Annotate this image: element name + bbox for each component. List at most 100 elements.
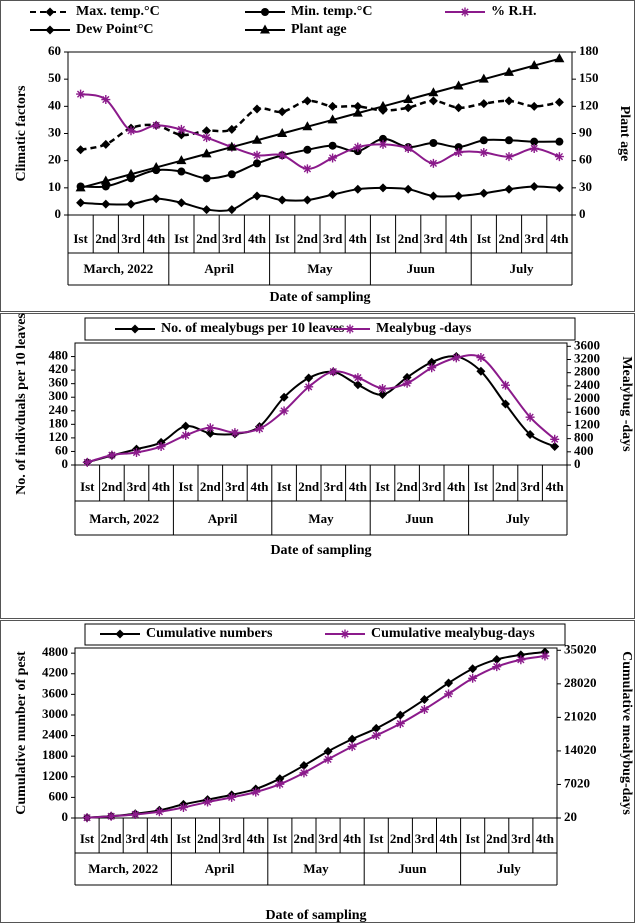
- marker: [227, 205, 237, 215]
- y-tick-label: 240: [49, 402, 69, 417]
- marker: [345, 324, 355, 334]
- y2-tick-label: 800: [574, 430, 594, 445]
- x-tick-label: 4th: [250, 479, 269, 494]
- marker: [279, 406, 289, 416]
- marker: [554, 183, 564, 193]
- marker: [550, 434, 560, 444]
- x-tick-label: Ist: [474, 479, 489, 494]
- marker: [555, 137, 564, 146]
- marker: [529, 60, 540, 70]
- x-tick-label: 4th: [147, 231, 166, 246]
- marker: [371, 730, 381, 740]
- x-tick-label: 4th: [440, 831, 459, 846]
- marker: [454, 143, 463, 152]
- marker: [479, 136, 488, 145]
- marker: [277, 128, 288, 137]
- legend-label: Plant age: [291, 22, 347, 37]
- y-tick-label: 0: [55, 206, 62, 221]
- x-tick-label: Ist: [465, 831, 480, 846]
- x-tick-label: 3rd: [225, 479, 245, 494]
- marker: [101, 139, 111, 149]
- marker: [454, 191, 464, 201]
- legend-label: % R.H.: [491, 4, 537, 19]
- x-tick-label: 3rd: [524, 231, 544, 246]
- panel-border: [0, 313, 635, 619]
- marker: [299, 760, 309, 770]
- marker: [353, 142, 363, 152]
- x-tick-label: Ist: [477, 231, 492, 246]
- x-tick-label: 4th: [349, 479, 368, 494]
- marker: [302, 96, 312, 106]
- y-tick-label: 30: [48, 124, 61, 139]
- x-tick-label: 2nd: [495, 479, 517, 494]
- marker: [530, 137, 539, 146]
- y2-tick-label: 28020: [564, 675, 597, 690]
- marker: [202, 174, 211, 183]
- marker: [516, 655, 526, 665]
- marker: [427, 363, 437, 373]
- marker: [525, 412, 535, 422]
- marker: [323, 754, 333, 764]
- x-group-label: April: [204, 261, 234, 276]
- x-tick-label: 3rd: [126, 831, 146, 846]
- marker: [75, 182, 86, 192]
- x-tick-label: 4th: [546, 479, 565, 494]
- x-tick-label: Ist: [174, 231, 189, 246]
- marker: [275, 779, 285, 789]
- y2-tick-label: 90: [579, 124, 592, 139]
- marker: [479, 148, 489, 158]
- x-tick-label: 2nd: [200, 479, 222, 494]
- marker: [202, 133, 212, 143]
- x-tick-label: Ist: [375, 479, 390, 494]
- marker: [419, 704, 429, 714]
- marker: [460, 7, 470, 17]
- x-tick-label: 2nd: [101, 479, 123, 494]
- x-tick-label: 4th: [343, 831, 362, 846]
- marker: [395, 719, 405, 729]
- x-tick-label: 4th: [447, 479, 466, 494]
- y-tick-label: 480: [49, 348, 69, 363]
- marker: [353, 380, 363, 390]
- marker: [277, 107, 287, 117]
- marker: [106, 811, 116, 821]
- marker: [100, 175, 111, 185]
- x-tick-label: 4th: [150, 831, 169, 846]
- y2-tick-label: 1600: [574, 403, 600, 418]
- marker: [403, 184, 413, 194]
- marker: [428, 158, 438, 168]
- marker: [353, 101, 363, 111]
- x-group-label: April: [208, 511, 238, 526]
- y2-tick-label: 400: [574, 443, 594, 458]
- y2-tick-label: 7020: [564, 775, 590, 790]
- x-tick-label: 4th: [247, 831, 266, 846]
- series: [75, 53, 565, 192]
- y2-tick-label: 2400: [574, 377, 600, 392]
- y-tick-label: 3000: [42, 706, 68, 721]
- y2-tick-label: 3600: [574, 337, 600, 352]
- y2-tick-label: 35020: [564, 641, 597, 656]
- marker: [504, 66, 514, 76]
- marker: [176, 155, 187, 165]
- x-group-label: March, 2022: [88, 861, 158, 876]
- marker: [261, 8, 269, 16]
- marker: [205, 428, 215, 438]
- marker: [529, 181, 539, 191]
- x-tick-label: 2nd: [298, 479, 320, 494]
- y2-tick-label: 180: [579, 43, 599, 58]
- marker: [177, 167, 186, 176]
- marker: [353, 184, 363, 194]
- x-tick-label: 4th: [550, 231, 569, 246]
- x-tick-label: Ist: [73, 231, 88, 246]
- x-tick-label: Ist: [176, 831, 191, 846]
- y-axis-title: No. of indivduals per 10 leaves: [14, 313, 29, 495]
- marker: [181, 421, 191, 431]
- marker: [340, 629, 350, 639]
- x-tick-label: 2nd: [101, 831, 123, 846]
- marker: [353, 373, 363, 383]
- y-tick-label: 300: [49, 388, 69, 403]
- marker: [529, 101, 539, 111]
- y2-tick-label: 60: [579, 152, 592, 167]
- legend-label: Cumulative numbers: [146, 626, 273, 641]
- marker: [255, 424, 264, 434]
- y2-tick-label: 2800: [574, 364, 600, 379]
